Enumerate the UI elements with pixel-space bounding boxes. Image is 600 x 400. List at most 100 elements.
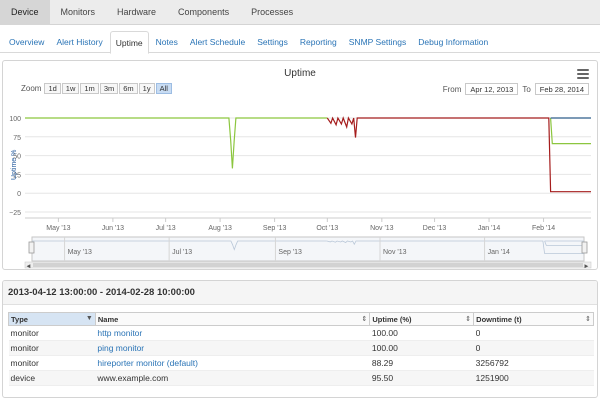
tab-debug-information[interactable]: Debug Information: [418, 37, 489, 47]
y-tick-label: 75: [13, 135, 21, 142]
cell-downtime: 0: [473, 340, 594, 356]
column-header-downtime[interactable]: Downtime (t) ⇕: [473, 312, 594, 326]
tab-processes[interactable]: Processes: [251, 7, 294, 17]
scrollbar-thumb: [33, 263, 583, 267]
tab-monitors[interactable]: Monitors: [60, 7, 96, 17]
y-tick-label: 50: [13, 154, 21, 161]
y-axis-label: Uptime %: [11, 150, 18, 180]
table-row: monitor http monitor 100.00 0: [8, 325, 594, 341]
x-tick-label: Sep '13: [263, 225, 287, 232]
zoom-1y-button[interactable]: 1y: [138, 83, 155, 94]
from-label: From: [442, 84, 462, 94]
tab-alert-schedule[interactable]: Alert Schedule: [189, 37, 246, 47]
zoom-all-button[interactable]: All: [155, 83, 172, 94]
x-tick-label: Jun '13: [102, 225, 124, 232]
navigator-series-line: [32, 240, 327, 251]
cell-downtime: 1251900: [473, 370, 594, 386]
navigator-tick-label: May '13: [68, 249, 92, 256]
zoom-controls: Zoom 1d 1w 1m 3m 6m 1y All: [21, 83, 173, 94]
navigator-series-line: [326, 240, 584, 254]
x-tick-label: Nov '13: [370, 225, 394, 232]
x-tick-label: May '13: [46, 225, 70, 232]
navigator-left-handle: [28, 241, 35, 254]
monitor-link[interactable]: ping monitor: [95, 340, 370, 356]
tab-alert-history[interactable]: Alert History: [56, 37, 103, 47]
y-tick-label: 25: [13, 172, 21, 179]
tab-device[interactable]: Device: [0, 0, 50, 25]
table-row: device www.example.com 95.50 1251900: [8, 370, 594, 386]
scroll-left-icon: ◀: [27, 264, 31, 270]
from-date-input[interactable]: Apr 12, 2013: [465, 83, 519, 95]
column-header-type[interactable]: Type ▼: [8, 312, 96, 326]
zoom-3m-button[interactable]: 3m: [99, 83, 119, 94]
x-tick-label: Aug '13: [208, 225, 232, 232]
to-date-input[interactable]: Feb 28, 2014: [534, 83, 589, 95]
cell-type: monitor: [8, 355, 96, 371]
cell-downtime: 0: [473, 325, 594, 341]
uptime-report-panel: 2013-04-12 13:00:00 - 2014-02-28 10:00:0…: [2, 280, 598, 398]
cell-uptime: 100.00: [369, 325, 474, 341]
series-line: [326, 116, 591, 193]
tab-settings[interactable]: Settings: [257, 37, 288, 47]
hamburger-menu-icon[interactable]: [577, 69, 589, 79]
sort-desc-icon: ▼: [85, 314, 93, 322]
uptime-table: Type ▼ Name ⇕ Uptime (%) ⇕ Downtime (t) ⇕ mo…: [8, 312, 594, 386]
tab-uptime[interactable]: Uptime: [109, 31, 149, 54]
chart-title: Uptime: [284, 68, 316, 79]
navigator-right-handle: [581, 241, 588, 254]
x-tick-label: Oct '13: [316, 225, 338, 232]
column-header-name[interactable]: Name ⇕: [94, 312, 371, 326]
table-row: monitor ping monitor 100.00 0: [8, 340, 594, 356]
sort-icon: ⇕: [465, 315, 472, 323]
cell-name: www.example.com: [95, 370, 370, 386]
navigator-tick-label: Jan '14: [488, 249, 510, 256]
zoom-label: Zoom: [21, 84, 42, 93]
scroll-right-icon: ▶: [585, 264, 589, 270]
y-tick-label: −25: [9, 210, 21, 217]
navigator-tick-label: Nov '13: [383, 249, 407, 256]
zoom-1m-button[interactable]: 1m: [80, 83, 99, 94]
monitor-link[interactable]: http monitor: [95, 325, 370, 341]
sort-icon: ⇕: [585, 315, 591, 323]
x-tick-label: Dec '13: [423, 225, 447, 232]
sub-tab-bar: Overview Alert History Uptime Notes Aler…: [0, 31, 600, 54]
tab-reporting[interactable]: Reporting: [299, 37, 337, 47]
tab-hardware[interactable]: Hardware: [117, 7, 157, 17]
cell-uptime: 100.00: [369, 340, 474, 356]
series-line: [25, 117, 328, 169]
zoom-1w-button[interactable]: 1w: [61, 83, 80, 94]
x-tick-label: Jul '13: [156, 225, 176, 232]
x-tick-label: Jan '14: [478, 225, 500, 232]
monitor-link[interactable]: hireporter monitor (default): [95, 355, 370, 371]
cell-type: monitor: [8, 325, 96, 341]
tab-notes[interactable]: Notes: [155, 37, 178, 47]
report-date-range: 2013-04-12 13:00:00 - 2014-02-28 10:00:0…: [3, 281, 597, 305]
cell-type: monitor: [8, 340, 96, 356]
tab-overview[interactable]: Overview: [9, 37, 45, 47]
date-range-controls: From Apr 12, 2013 To Feb 28, 2014: [439, 83, 589, 95]
column-downtime-label: Downtime (t): [476, 314, 522, 324]
uptime-chart-panel: 100 75 50 25 0 −25 Uptime % May '13 Jun '13 Jul '…: [2, 60, 598, 270]
x-tick-label: Feb '14: [532, 225, 555, 232]
y-tick-label: 0: [17, 191, 21, 198]
column-type-label: Type: [11, 314, 28, 324]
column-header-uptime[interactable]: Uptime (%) ⇕: [369, 312, 475, 326]
navigator-tick-label: Jul '13: [172, 249, 192, 256]
navigator-tick-label: Sep '13: [278, 249, 302, 256]
cell-downtime: 3256792: [473, 355, 594, 371]
top-tab-bar: Device Monitors Hardware Components Proc…: [0, 0, 600, 25]
to-label: To: [522, 84, 531, 94]
tab-components[interactable]: Components: [178, 7, 230, 17]
zoom-6m-button[interactable]: 6m: [119, 83, 138, 94]
navigator-series-line: [544, 240, 584, 246]
column-uptime-label: Uptime (%): [372, 314, 412, 324]
y-tick-label: 100: [9, 116, 21, 123]
cell-uptime: 88.29: [369, 355, 474, 371]
series-line: [550, 117, 591, 145]
cell-type: device: [8, 370, 96, 386]
tab-snmp-settings[interactable]: SNMP Settings: [348, 37, 407, 47]
table-row: monitor hireporter monitor (default) 88.…: [8, 355, 594, 371]
column-name-label: Name: [97, 314, 119, 324]
zoom-1d-button[interactable]: 1d: [44, 83, 61, 94]
uptime-chart: 100 75 50 25 0 −25 Uptime % May '13 Jun '13 Jul '…: [9, 116, 592, 270]
